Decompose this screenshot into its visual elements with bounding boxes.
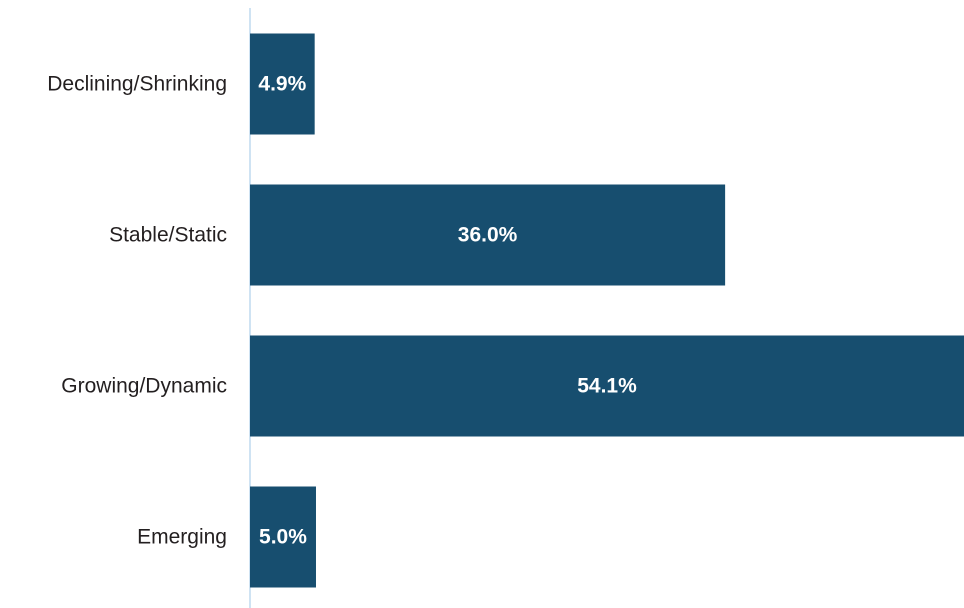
bar-stable-static: [250, 184, 726, 286]
category-label-growing-dynamic: Growing/Dynamic: [61, 375, 227, 398]
category-label-stable-static: Stable/Static: [109, 224, 227, 247]
bar-growing-dynamic: [250, 335, 964, 437]
value-label-emerging: 5.0%: [259, 526, 307, 549]
bar-emerging: [250, 486, 316, 588]
value-label-declining-shrinking: 4.9%: [258, 73, 306, 96]
bars-layer: [250, 33, 964, 588]
category-label-emerging: Emerging: [137, 526, 227, 549]
category-label-declining-shrinking: Declining/Shrinking: [47, 73, 227, 96]
labels-layer: Declining/Shrinking 4.9% Stable/Static 36.0…: [47, 73, 637, 549]
bar-declining-shrinking: [250, 33, 315, 135]
value-label-stable-static: 36.0%: [458, 224, 518, 247]
value-label-growing-dynamic: 54.1%: [577, 375, 637, 398]
